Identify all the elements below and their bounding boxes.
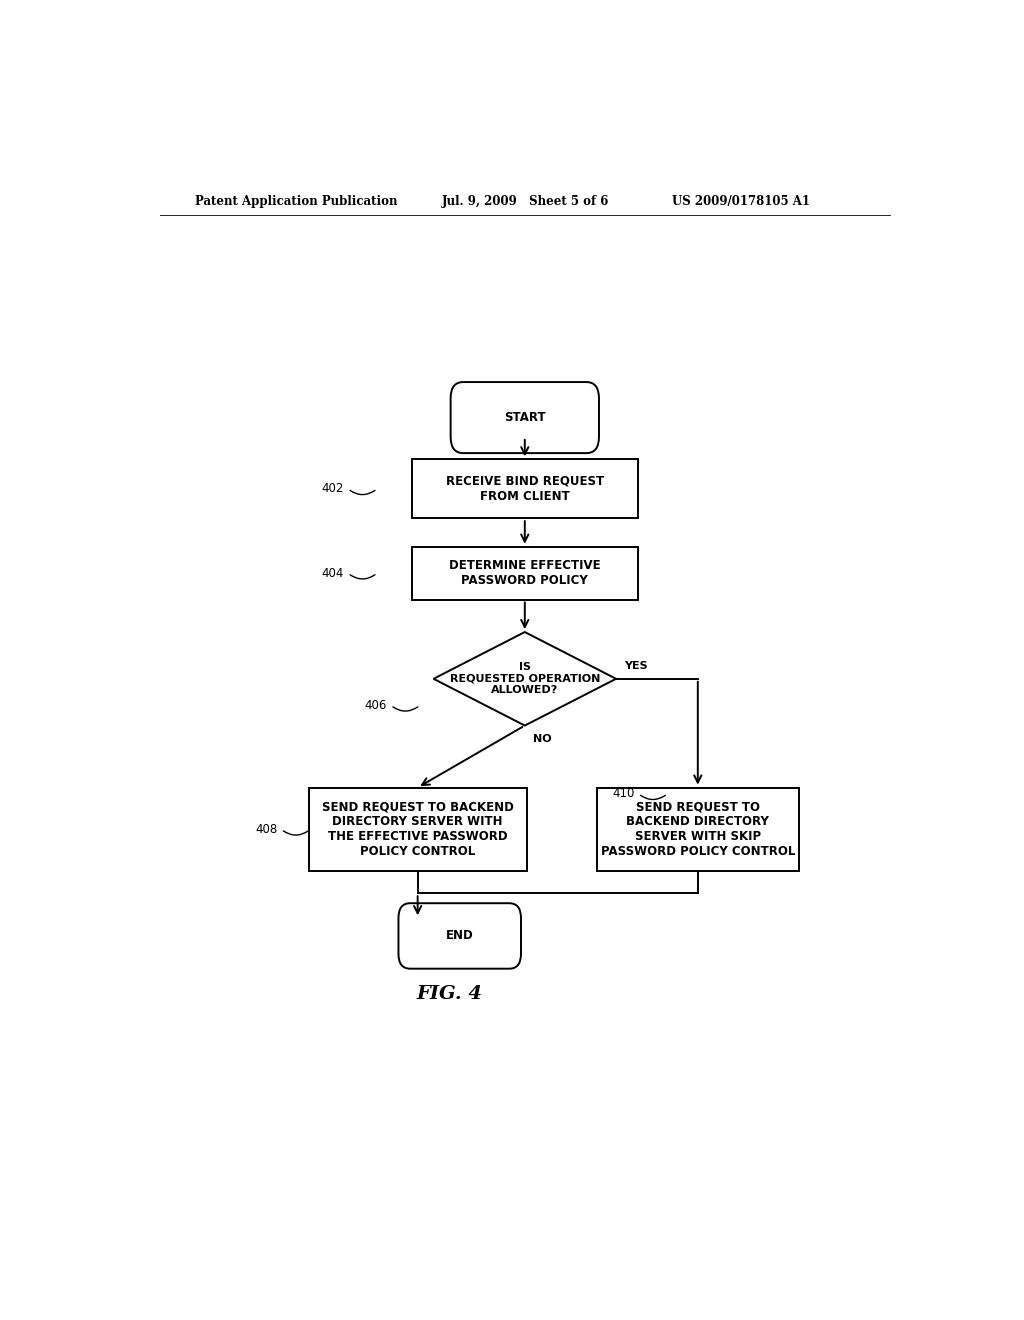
Bar bbox=[308, 788, 526, 871]
Text: DETERMINE EFFECTIVE
PASSWORD POLICY: DETERMINE EFFECTIVE PASSWORD POLICY bbox=[449, 560, 601, 587]
Text: START: START bbox=[504, 411, 546, 424]
Text: 406: 406 bbox=[365, 698, 387, 711]
Text: NO: NO bbox=[532, 734, 551, 743]
Text: END: END bbox=[445, 929, 473, 942]
Text: RECEIVE BIND REQUEST
FROM CLIENT: RECEIVE BIND REQUEST FROM CLIENT bbox=[445, 475, 604, 503]
Polygon shape bbox=[433, 632, 616, 726]
Text: SEND REQUEST TO
BACKEND DIRECTORY
SERVER WITH SKIP
PASSWORD POLICY CONTROL: SEND REQUEST TO BACKEND DIRECTORY SERVER… bbox=[601, 800, 795, 858]
FancyBboxPatch shape bbox=[451, 381, 599, 453]
Text: FIG. 4: FIG. 4 bbox=[417, 985, 482, 1003]
Text: Patent Application Publication: Patent Application Publication bbox=[196, 194, 398, 207]
Text: IS
REQUESTED OPERATION
ALLOWED?: IS REQUESTED OPERATION ALLOWED? bbox=[450, 663, 600, 696]
FancyBboxPatch shape bbox=[398, 903, 521, 969]
Text: US 2009/0178105 A1: US 2009/0178105 A1 bbox=[672, 194, 810, 207]
Text: 404: 404 bbox=[322, 566, 344, 579]
Bar bbox=[412, 546, 638, 599]
Bar bbox=[412, 459, 638, 519]
Text: 410: 410 bbox=[612, 787, 634, 800]
Text: 408: 408 bbox=[255, 822, 278, 836]
Bar bbox=[597, 788, 799, 871]
Text: 402: 402 bbox=[322, 482, 344, 495]
Text: Jul. 9, 2009   Sheet 5 of 6: Jul. 9, 2009 Sheet 5 of 6 bbox=[441, 194, 609, 207]
Text: SEND REQUEST TO BACKEND
DIRECTORY SERVER WITH
THE EFFECTIVE PASSWORD
POLICY CONT: SEND REQUEST TO BACKEND DIRECTORY SERVER… bbox=[322, 800, 514, 858]
Text: YES: YES bbox=[624, 661, 647, 671]
